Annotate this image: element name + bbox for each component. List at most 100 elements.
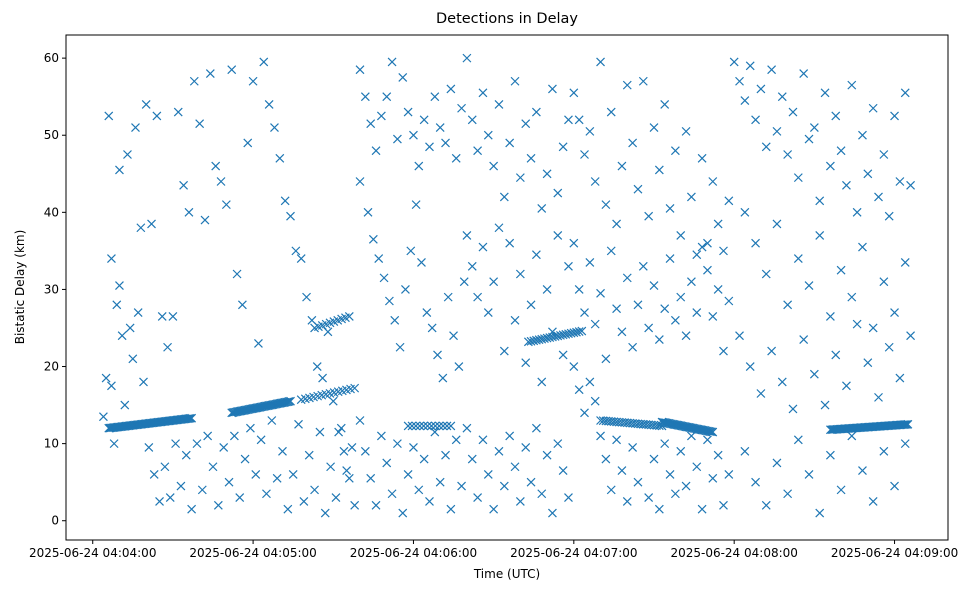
scatter-point bbox=[879, 277, 889, 287]
scatter-point bbox=[863, 358, 873, 368]
scatter-point bbox=[852, 319, 862, 329]
scatter-point bbox=[326, 462, 336, 472]
scatter-point bbox=[569, 238, 579, 248]
scatter-point bbox=[256, 435, 266, 445]
scatter-point bbox=[283, 397, 293, 407]
chart-title: Detections in Delay bbox=[436, 11, 578, 27]
scatter-point bbox=[152, 111, 162, 121]
scatter-point bbox=[398, 508, 408, 518]
scatter-point bbox=[216, 177, 226, 186]
scatter-point bbox=[617, 327, 627, 337]
scatter-point bbox=[825, 450, 835, 460]
scatter-point bbox=[705, 427, 715, 436]
scatter-point bbox=[149, 470, 159, 479]
scatter-point bbox=[494, 99, 504, 109]
scatter-point bbox=[211, 161, 221, 171]
scatter-point bbox=[879, 446, 889, 456]
scatter-point bbox=[670, 489, 680, 499]
scatter-point bbox=[254, 338, 263, 348]
scatter-point bbox=[433, 350, 442, 360]
scatter-point bbox=[360, 92, 370, 102]
scatter-point bbox=[125, 323, 135, 333]
scatter-point bbox=[772, 458, 782, 468]
scatter-point bbox=[529, 336, 539, 346]
scatter-point bbox=[697, 153, 707, 163]
scatter-point bbox=[612, 304, 622, 314]
scatter-point bbox=[793, 173, 803, 183]
scatter-point bbox=[272, 473, 282, 483]
scatter-point bbox=[435, 477, 445, 487]
scatter-point bbox=[219, 443, 229, 452]
scatter-point bbox=[419, 115, 429, 125]
scatter-point bbox=[438, 373, 448, 383]
scatter-point bbox=[895, 373, 905, 383]
y-axis-label: Bistatic Delay (km) bbox=[13, 230, 27, 345]
scatter-point bbox=[638, 76, 648, 86]
scatter-point bbox=[344, 311, 354, 321]
scatter-point bbox=[387, 57, 397, 67]
scatter-point bbox=[128, 354, 138, 364]
scatter-point bbox=[240, 454, 250, 464]
scatter-point bbox=[133, 308, 143, 317]
scatter-point bbox=[772, 126, 782, 136]
scatter-point bbox=[185, 413, 195, 423]
scatter-point bbox=[534, 335, 544, 345]
scatter-point bbox=[296, 254, 306, 264]
scatter-point bbox=[692, 308, 702, 317]
scatter-point bbox=[622, 497, 632, 506]
scatter-point bbox=[804, 134, 814, 144]
scatter-point bbox=[767, 346, 777, 356]
scatter-point bbox=[141, 99, 151, 109]
scatter-point bbox=[670, 315, 680, 325]
scatter-point bbox=[457, 103, 466, 113]
scatter-point bbox=[403, 421, 413, 431]
scatter-point bbox=[168, 311, 178, 321]
scatter-point bbox=[483, 470, 493, 479]
scatter-point bbox=[767, 65, 777, 75]
scatter-point bbox=[708, 473, 718, 483]
scatter-point bbox=[419, 421, 429, 431]
scatter-point bbox=[719, 500, 728, 510]
scatter-point bbox=[577, 326, 587, 336]
scatter-point bbox=[417, 258, 426, 267]
scatter-point bbox=[430, 92, 440, 102]
scatter-point bbox=[606, 485, 616, 495]
scatter-point bbox=[585, 258, 595, 267]
scatter-point bbox=[403, 107, 413, 117]
scatter-point bbox=[446, 421, 456, 431]
scatter-point bbox=[407, 421, 417, 431]
scatter-point bbox=[459, 277, 469, 287]
scatter-point bbox=[761, 269, 771, 279]
scatter-point bbox=[374, 254, 384, 264]
scatter-point bbox=[350, 383, 360, 393]
y-tick-label: 30 bbox=[44, 282, 59, 296]
scatter-point bbox=[553, 439, 563, 449]
scatter-point bbox=[438, 421, 448, 431]
scatter-point bbox=[526, 300, 536, 310]
scatter-point bbox=[366, 119, 376, 129]
scatter-point bbox=[606, 246, 616, 256]
scatter-point bbox=[815, 508, 825, 518]
scatter-point bbox=[890, 308, 899, 317]
scatter-point bbox=[411, 200, 421, 210]
scatter-point bbox=[213, 500, 223, 510]
scatter-point bbox=[441, 138, 450, 148]
scatter-point bbox=[558, 142, 568, 152]
scatter-point bbox=[262, 489, 271, 499]
scatter-point bbox=[729, 57, 739, 67]
x-tick-label: 2025-06-24 04:05:00 bbox=[189, 546, 316, 560]
scatter-point bbox=[251, 470, 261, 479]
scatter-point bbox=[344, 473, 354, 483]
scatter-point bbox=[756, 389, 766, 398]
scatter-point bbox=[820, 400, 830, 410]
scatter-point bbox=[745, 362, 755, 371]
scatter-point bbox=[462, 423, 472, 433]
scatter-point bbox=[521, 358, 531, 368]
scatter-point bbox=[564, 329, 573, 339]
scatter-point bbox=[751, 477, 760, 487]
scatter-point bbox=[531, 107, 541, 117]
scatter-point bbox=[384, 296, 394, 306]
scatter-point bbox=[553, 188, 563, 198]
scatter-point bbox=[884, 211, 894, 221]
scatter-point bbox=[376, 431, 386, 441]
